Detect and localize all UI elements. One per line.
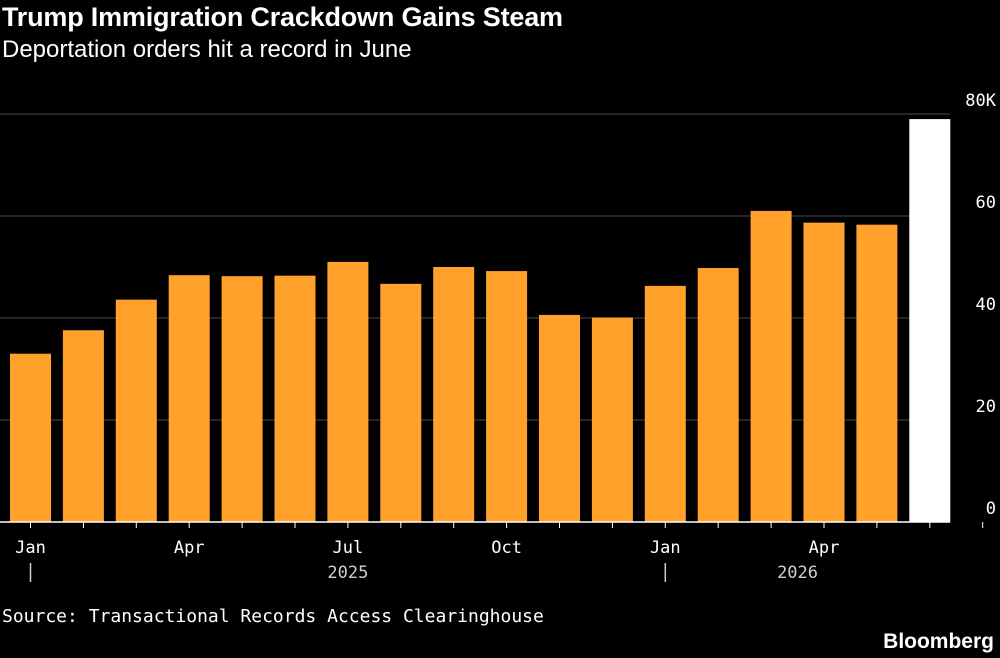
bar: [380, 283, 422, 522]
bar: [486, 271, 528, 522]
bar: [750, 210, 792, 522]
bar: [433, 267, 475, 522]
x-tick-label: Jan: [15, 538, 46, 558]
bar: [909, 119, 951, 522]
source-note: Source: Transactional Records Access Cle…: [2, 606, 544, 627]
y-tick-label: 80K: [965, 91, 996, 111]
chart-subtitle: Deportation orders hit a record in June: [2, 36, 412, 63]
bar: [221, 276, 263, 522]
chart-title: Trump Immigration Crackdown Gains Steam: [2, 2, 563, 32]
bar: [115, 299, 157, 522]
y-tick-label: 60: [976, 193, 996, 213]
bloomberg-logo: Bloomberg: [883, 630, 994, 653]
bar-chart: 0 20 40 60 80K Jan Apr Jul Oct Jan Apr 2025 2026: [0, 91, 997, 583]
x-tick-label: Jul: [333, 538, 364, 558]
bar: [856, 224, 898, 523]
x-tick-label: Oct: [491, 538, 522, 558]
x-tick-label: Jan: [650, 538, 681, 558]
y-tick-label: 40: [976, 295, 996, 315]
x-tick-label: Apr: [174, 538, 205, 558]
bar: [644, 285, 686, 522]
bar: [168, 275, 210, 522]
bar: [10, 353, 51, 522]
year-label: 2026: [777, 563, 818, 583]
bar: [591, 317, 633, 522]
year-label: 2025: [327, 563, 368, 583]
bar: [62, 330, 104, 522]
bar: [697, 268, 739, 522]
bar: [327, 261, 369, 522]
bar: [274, 275, 316, 522]
bar: [803, 222, 845, 522]
bar: [539, 314, 580, 522]
x-tick-label: Apr: [809, 538, 840, 558]
y-tick-label: 20: [976, 397, 996, 417]
y-tick-label: 0: [986, 499, 996, 519]
